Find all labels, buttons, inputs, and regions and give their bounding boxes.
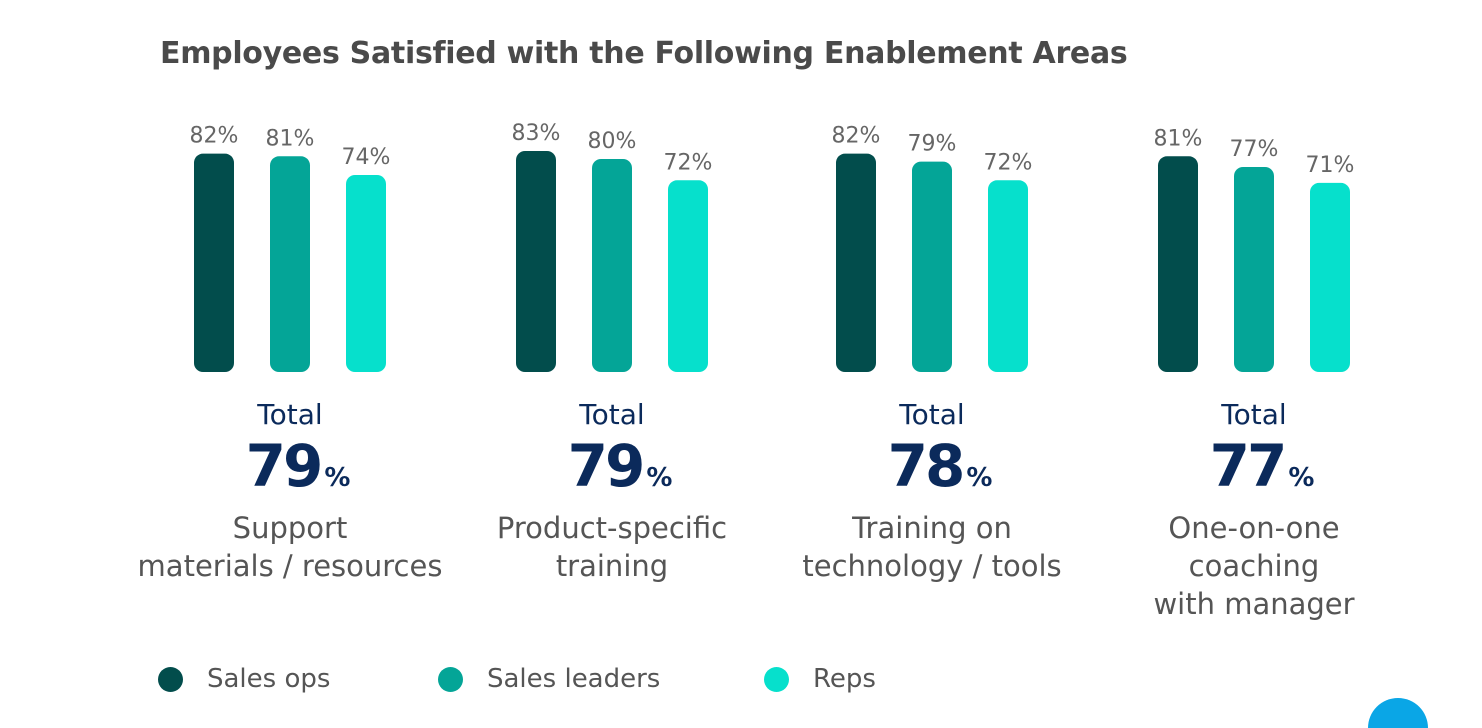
bar-support-materials-reps <box>346 174 386 372</box>
total-label-technology-tools: Total <box>898 398 964 431</box>
bar-product-training-reps <box>668 180 708 372</box>
chart-title: Employees Satisfied with the Following E… <box>160 36 1128 71</box>
bar-value-label-one-on-one-coaching-reps: 71% <box>1306 153 1355 178</box>
bar-one-on-one-coaching-sales-ops <box>1158 156 1198 372</box>
category-label-support-materials-line-1: Support <box>233 511 348 545</box>
bar-product-training-sales-ops <box>516 150 556 372</box>
legend-swatch-reps <box>764 666 789 692</box>
total-label-support-materials: Total <box>256 398 322 431</box>
total-value-technology-tools: 78% <box>888 432 993 500</box>
bar-value-label-technology-tools-sales-ops: 82% <box>832 124 881 149</box>
category-label-one-on-one-coaching-line-2: coaching <box>1189 549 1320 583</box>
legend-item-sales-leaders: Sales leaders <box>438 662 660 696</box>
chart-legend: Sales ops Sales leaders Reps <box>158 662 958 696</box>
corner-decoration <box>1368 698 1428 728</box>
total-label-one-on-one-coaching: Total <box>1220 398 1286 431</box>
total-label-product-training: Total <box>578 398 644 431</box>
legend-label-reps: Reps <box>813 664 876 694</box>
legend-item-sales-ops: Sales ops <box>158 662 330 696</box>
total-value-one-on-one-coaching: 77% <box>1210 432 1315 500</box>
bar-technology-tools-sales-leaders <box>912 161 952 372</box>
legend-item-reps: Reps <box>764 662 876 696</box>
category-label-product-training-line-2: training <box>556 549 668 583</box>
bar-value-label-technology-tools-sales-leaders: 79% <box>908 132 957 157</box>
bar-value-label-support-materials-sales-leaders: 81% <box>266 126 315 151</box>
category-label-technology-tools-line-1: Training on <box>851 511 1012 545</box>
bar-value-label-technology-tools-reps: 72% <box>984 150 1033 175</box>
legend-label-sales-leaders: Sales leaders <box>487 664 661 694</box>
total-value-product-training: 79% <box>568 432 673 500</box>
bar-product-training-sales-leaders <box>592 158 632 372</box>
bar-support-materials-sales-ops <box>194 153 234 372</box>
bar-one-on-one-coaching-sales-leaders <box>1234 166 1274 372</box>
legend-swatch-sales-ops <box>158 666 183 692</box>
category-label-technology-tools-line-2: technology / tools <box>802 549 1061 583</box>
bar-value-label-product-training-sales-ops: 83% <box>512 121 561 146</box>
bar-support-materials-sales-leaders <box>270 156 310 372</box>
bar-technology-tools-reps <box>988 180 1028 372</box>
legend-label-sales-ops: Sales ops <box>207 664 331 694</box>
category-label-one-on-one-coaching-line-1: One-on-one <box>1168 511 1339 545</box>
category-label-one-on-one-coaching-line-3: with manager <box>1153 587 1354 621</box>
bar-value-label-one-on-one-coaching-sales-ops: 81% <box>1154 126 1203 151</box>
category-label-product-training-line-1: Product-specific <box>497 511 727 545</box>
bar-value-label-one-on-one-coaching-sales-leaders: 77% <box>1230 137 1279 162</box>
category-label-support-materials-line-2: materials / resources <box>138 549 443 583</box>
total-value-support-materials: 79% <box>246 432 351 500</box>
bar-value-label-support-materials-reps: 74% <box>342 145 391 170</box>
bar-value-label-product-training-sales-leaders: 80% <box>588 129 637 154</box>
legend-swatch-sales-leaders <box>438 666 463 692</box>
bar-one-on-one-coaching-reps <box>1310 182 1350 372</box>
bar-technology-tools-sales-ops <box>836 153 876 372</box>
bar-value-label-support-materials-sales-ops: 82% <box>190 124 239 149</box>
bar-value-label-product-training-reps: 72% <box>664 150 713 175</box>
